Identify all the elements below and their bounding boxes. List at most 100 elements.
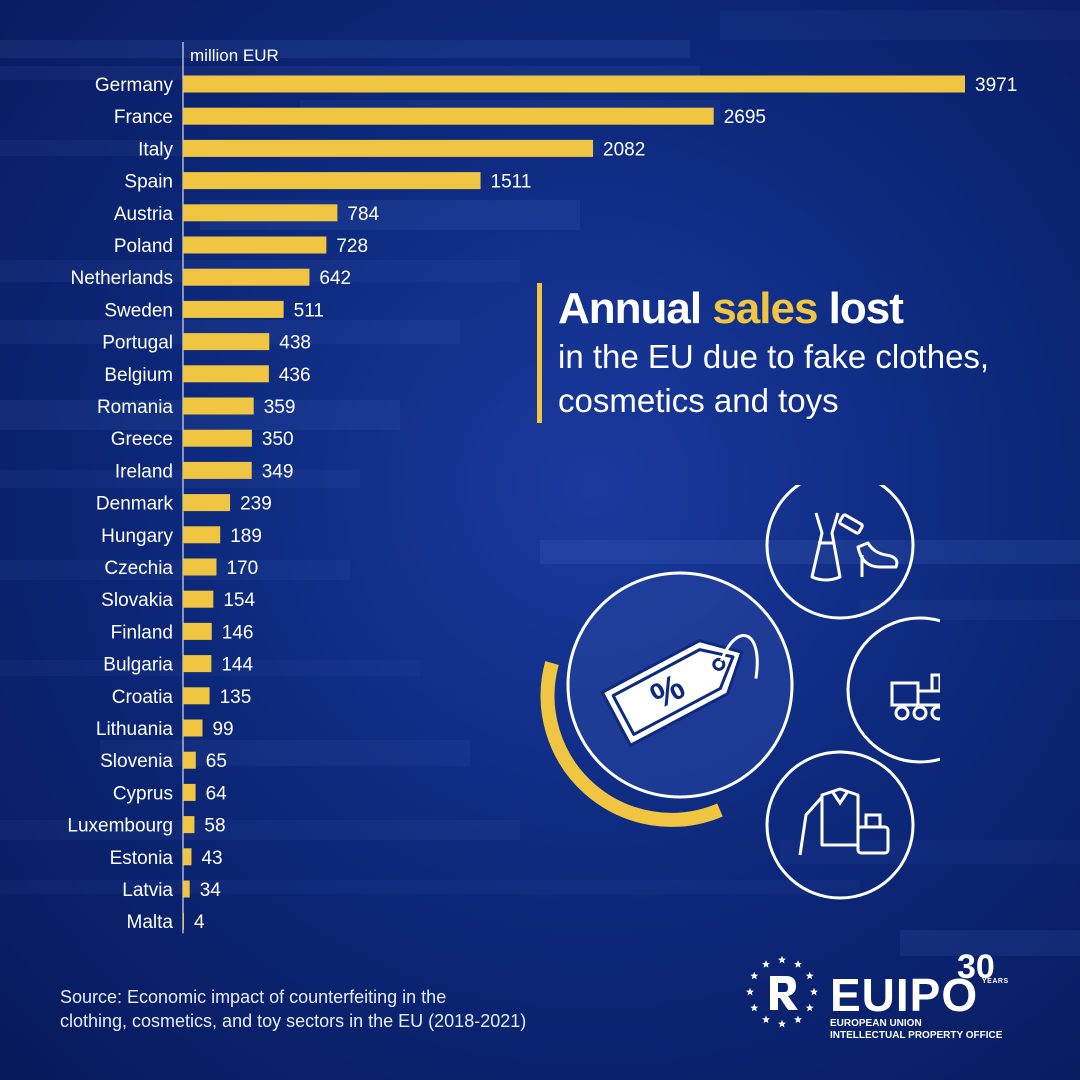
value-label: 349 [262,461,294,482]
background-stripe [720,10,1080,40]
value-label: 784 [347,204,379,225]
value-label: 170 [226,558,258,579]
bar [183,816,195,834]
logo-line2: INTELLECTUAL PROPERTY OFFICE [830,1030,1003,1041]
category-label: Slovakia [101,590,173,611]
value-label: 34 [200,880,222,901]
logo-wordmark: EUIPO [830,969,979,1021]
value-label: 99 [212,719,233,740]
category-label: Ireland [115,461,173,482]
logo-anniversary: 30 [957,948,995,986]
logo-line1: EUROPEAN UNION [830,1018,922,1029]
background-stripe [0,560,350,580]
category-label: Sweden [104,300,173,321]
bar [183,75,965,93]
value-label: 436 [279,365,311,386]
category-label: Netherlands [71,268,173,289]
category-label: Cyprus [113,783,173,804]
euipo-logo: EUIPO 30 YEARS EUROPEAN UNION INTELLECTU… [742,948,1042,1042]
background-stripe [900,930,1080,956]
category-label: France [114,107,173,128]
value-label: 144 [221,655,253,676]
eu-star [778,1019,786,1028]
eu-stars-emblem-icon [746,955,818,1028]
accent-arc [540,661,723,827]
background-stripe [0,470,360,488]
value-label: 58 [204,816,225,837]
eu-star [762,1015,770,1024]
logo-years: YEARS [982,978,1009,985]
value-label: 350 [262,429,294,450]
background-stripe [0,880,860,894]
value-label: 3971 [975,75,1017,96]
category-label: Poland [114,236,173,257]
shirt-perfume-icon [765,750,915,900]
bar [183,204,338,222]
toy-train-balloon-icon [846,616,940,764]
dress-lipstick-shoe-icon [765,485,915,620]
value-label: 135 [220,687,252,708]
value-label: 728 [336,236,368,257]
background-stripe [100,740,470,766]
bar [183,783,196,801]
background-stripe [0,820,520,840]
eu-star [805,971,814,980]
category-label: Croatia [112,687,174,708]
headline: Annual sales lost in the EU due to fake … [537,283,1080,423]
headline-subtitle-line2: cosmetics and toys [558,382,839,419]
background-stripe [860,600,1080,620]
bar [183,139,594,157]
price-tag-percent-icon: % [566,571,794,799]
value-label: 1511 [491,172,532,193]
bar [183,526,221,544]
background-stripe [540,540,1080,564]
bar [183,687,210,705]
value-label: 642 [319,268,351,289]
value-label: 43 [201,848,222,869]
value-label: 65 [206,751,227,772]
value-label: 2082 [603,139,645,160]
value-label: 2695 [724,107,766,128]
eu-star [805,1003,814,1012]
bar [183,429,252,447]
category-label: Hungary [101,526,173,547]
headline-part2: lost [817,284,904,333]
bar [183,558,217,576]
eu-star [762,960,770,968]
bar [183,719,203,737]
headline-part1: Annual [558,284,713,333]
bar [183,848,192,866]
category-label: Denmark [96,494,174,515]
background-stripe [0,40,690,58]
unit-label: million EUR [190,46,279,65]
category-label: Lithuania [96,719,174,740]
value-label: 4 [194,912,205,933]
category-label: Germany [95,75,174,96]
bar [183,461,252,479]
bar [183,268,310,286]
value-label: 359 [264,397,296,418]
category-label: Czechia [104,558,173,579]
category-label: Belgium [104,365,173,386]
source-line1: Source: Economic impact of counterfeitin… [60,987,447,1007]
category-label: Malta [127,912,174,933]
value-label: 146 [222,622,254,643]
bar [183,622,212,640]
value-label: 154 [223,590,255,611]
bar [183,107,714,125]
bar [183,751,196,769]
bar [183,365,269,383]
headline-title: Annual sales lost [558,283,1080,335]
category-label: Portugal [102,333,173,354]
category-label: Bulgaria [103,655,173,676]
value-label: 511 [294,300,324,321]
bar [183,880,190,898]
bar [183,333,270,351]
eu-star [778,955,786,964]
illustration: % [540,485,940,900]
category-label: Spain [124,172,173,193]
value-label: 438 [279,333,311,354]
bar [183,655,212,673]
eu-star [810,987,818,996]
